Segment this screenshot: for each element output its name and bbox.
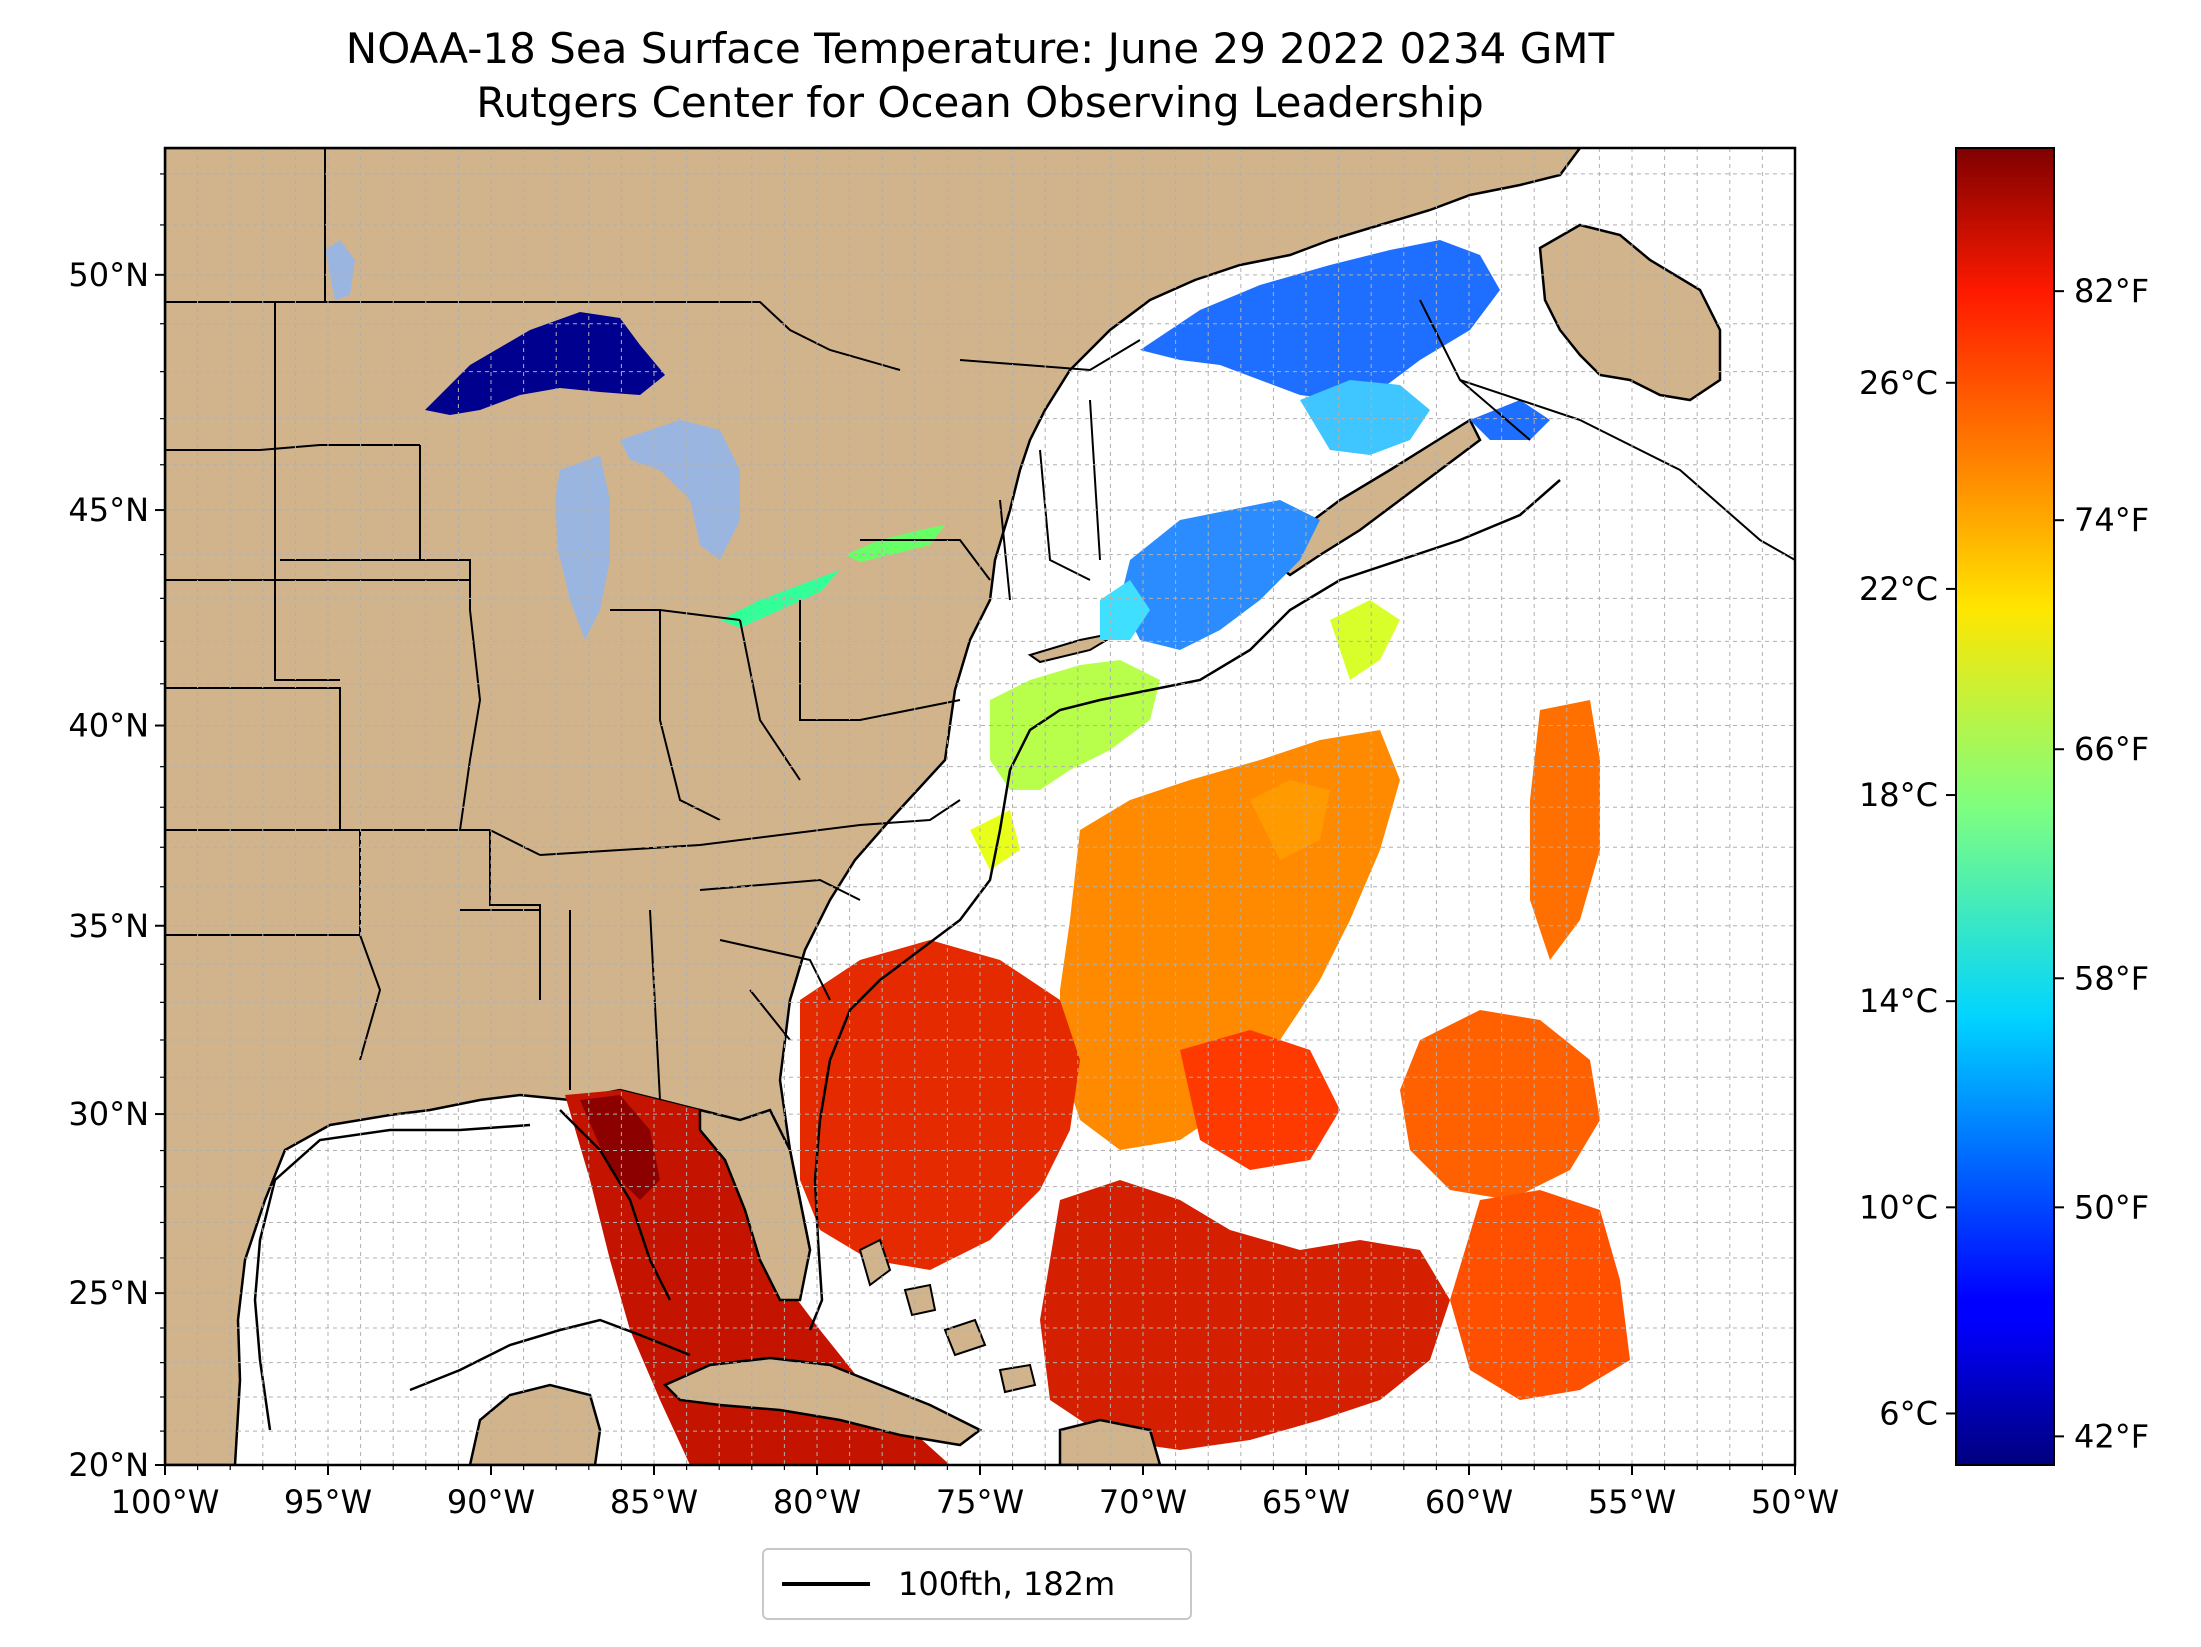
colorbar-c-label: 26°C bbox=[1859, 364, 1938, 402]
legend-label: 100fth, 182m bbox=[898, 1565, 1116, 1603]
sst-temperate-water bbox=[970, 600, 1400, 870]
lon-tick-label: 85°W bbox=[610, 1483, 698, 1521]
colorbar-f-label: 50°F bbox=[2074, 1188, 2149, 1226]
colorbar-f-label: 66°F bbox=[2074, 730, 2149, 768]
colorbar-f-label: 82°F bbox=[2074, 272, 2149, 310]
colorbar-f-label: 58°F bbox=[2074, 959, 2149, 997]
colorbar-c-label: 18°C bbox=[1859, 776, 1938, 814]
lake-superior bbox=[425, 312, 665, 415]
lon-tick-label: 50°W bbox=[1751, 1483, 1839, 1521]
lat-tick-label: 20°N bbox=[68, 1446, 149, 1484]
lake-michigan bbox=[555, 455, 610, 640]
legend-line-swatch bbox=[782, 1582, 870, 1586]
map-panel bbox=[165, 148, 1795, 1465]
lon-tick-label: 60°W bbox=[1425, 1483, 1513, 1521]
lake-huron bbox=[620, 420, 740, 560]
lon-tick-label: 75°W bbox=[936, 1483, 1024, 1521]
latitude-axis: 50°N 45°N 40°N 35°N 30°N 25°N 20°N bbox=[68, 173, 165, 1484]
lat-tick-label: 50°N bbox=[68, 256, 149, 294]
colorbar-c-label: 14°C bbox=[1859, 982, 1938, 1020]
lat-tick-label: 35°N bbox=[68, 907, 149, 945]
lon-tick-label: 95°W bbox=[284, 1483, 372, 1521]
lat-tick-label: 45°N bbox=[68, 491, 149, 529]
land-mainland bbox=[165, 148, 1582, 1465]
land-bahamas bbox=[858, 1238, 1037, 1394]
lon-tick-label: 55°W bbox=[1588, 1483, 1676, 1521]
lon-tick-label: 70°W bbox=[1099, 1483, 1187, 1521]
longitude-axis: 100°W 95°W 90°W 85°W 80°W 75°W 70°W 65°W 60°W 55°… bbox=[111, 1465, 1839, 1521]
map-title: NOAA-18 Sea Surface Temperature: June 29… bbox=[0, 22, 1960, 130]
colorbar-c-label: 6°C bbox=[1879, 1394, 1938, 1432]
lake-winnipeg bbox=[325, 240, 355, 300]
lon-tick-label: 80°W bbox=[773, 1483, 861, 1521]
land-newfoundland bbox=[1538, 223, 1722, 402]
colorbar-celsius-ticks: 26°C 22°C 18°C 14°C 10°C 6°C bbox=[1859, 364, 1956, 1432]
lon-tick-label: 100°W bbox=[111, 1483, 220, 1521]
lon-tick-label: 90°W bbox=[447, 1483, 535, 1521]
isobath-100fth bbox=[253, 479, 1561, 1431]
colorbar-f-label: 42°F bbox=[2074, 1417, 2149, 1455]
land-florida bbox=[698, 1108, 812, 1302]
lake-erie bbox=[720, 570, 840, 628]
lat-tick-label: 30°N bbox=[68, 1095, 149, 1133]
lat-tick-label: 40°N bbox=[68, 707, 149, 745]
great-lakes bbox=[325, 240, 945, 640]
sst-cold-water bbox=[1100, 240, 1550, 650]
colorbar-fahrenheit-ticks: 82°F 74°F 66°F 58°F 50°F 42°F bbox=[2054, 272, 2149, 1455]
colorbar-c-label: 10°C bbox=[1859, 1188, 1938, 1226]
lat-tick-label: 25°N bbox=[68, 1274, 149, 1312]
map-legend: 100fth, 182m bbox=[762, 1548, 1192, 1620]
political-boundaries bbox=[165, 148, 1795, 1101]
graticule-grid bbox=[165, 148, 1795, 1465]
land-cuba bbox=[662, 1356, 983, 1447]
colorbar-c-label: 22°C bbox=[1859, 570, 1938, 608]
title-line-1: NOAA-18 Sea Surface Temperature: June 29… bbox=[345, 24, 1615, 73]
colorbar bbox=[1955, 147, 2055, 1466]
lake-ontario bbox=[845, 525, 945, 562]
lon-tick-label: 65°W bbox=[1262, 1483, 1350, 1521]
title-line-2: Rutgers Center for Ocean Observing Leade… bbox=[476, 78, 1484, 127]
colorbar-f-label: 74°F bbox=[2074, 501, 2149, 539]
sst-gulf-dark bbox=[580, 1095, 660, 1200]
sst-gulf-swath bbox=[565, 1090, 950, 1465]
sst-warm-water bbox=[1060, 700, 1630, 1400]
land-yucatan bbox=[468, 1383, 602, 1465]
